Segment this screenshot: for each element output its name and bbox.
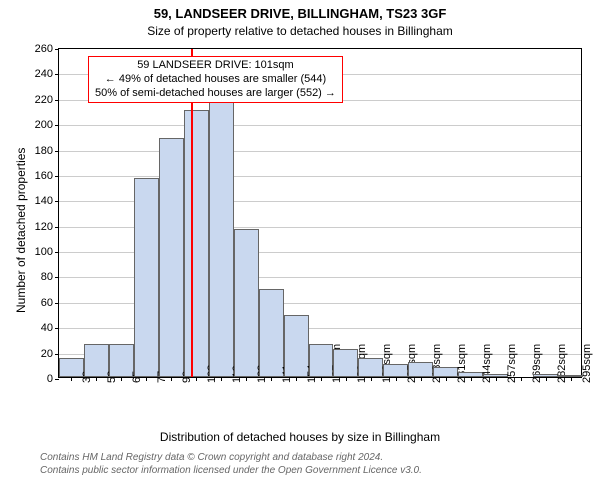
x-tick: [321, 377, 322, 381]
y-tick: [55, 354, 59, 355]
footer-line-1: Contains HM Land Registry data © Crown c…: [40, 452, 422, 465]
histogram-bar: [433, 367, 458, 377]
x-tick: [396, 377, 397, 381]
histogram-bar: [333, 349, 358, 377]
y-tick-label: 260: [35, 43, 53, 55]
y-tick: [55, 74, 59, 75]
footer-attribution: Contains HM Land Registry data © Crown c…: [40, 452, 422, 477]
y-tick-label: 100: [35, 246, 53, 258]
y-tick: [55, 176, 59, 177]
gridline: [59, 151, 581, 152]
x-tick: [121, 377, 122, 381]
histogram-bar: [383, 364, 408, 377]
x-tick: [346, 377, 347, 381]
annotation-line-2: ← 49% of detached houses are smaller (54…: [95, 73, 336, 87]
y-tick-label: 140: [35, 195, 53, 207]
x-tick: [471, 377, 472, 381]
chart-title: 59, LANDSEER DRIVE, BILLINGHAM, TS23 3GF: [0, 6, 600, 21]
x-tick: [546, 377, 547, 381]
x-tick: [96, 377, 97, 381]
x-tick: [196, 377, 197, 381]
histogram-bar: [358, 358, 383, 377]
histogram-bar: [284, 315, 309, 377]
y-tick-label: 120: [35, 221, 53, 233]
x-tick: [496, 377, 497, 381]
y-tick-label: 0: [47, 373, 53, 385]
x-tick: [146, 377, 147, 381]
y-tick: [55, 328, 59, 329]
x-tick: [271, 377, 272, 381]
y-tick-label: 200: [35, 119, 53, 131]
y-tick-label: 180: [35, 145, 53, 157]
x-tick-label: 269sqm: [531, 344, 543, 383]
x-tick: [421, 377, 422, 381]
x-tick: [171, 377, 172, 381]
histogram-bar: [209, 100, 234, 377]
y-tick-label: 160: [35, 170, 53, 182]
y-tick: [55, 100, 59, 101]
y-tick: [55, 201, 59, 202]
footer-line-2: Contains public sector information licen…: [40, 465, 422, 478]
histogram-bar: [184, 110, 209, 377]
x-tick-label: 282sqm: [556, 344, 568, 383]
histogram-bar: [159, 138, 184, 377]
x-tick-label: 218sqm: [431, 344, 443, 383]
x-tick: [221, 377, 222, 381]
y-tick-label: 20: [41, 348, 53, 360]
x-tick-label: 257sqm: [506, 344, 518, 383]
y-tick-label: 60: [41, 297, 53, 309]
histogram-bar: [134, 178, 159, 377]
annotation-box: 59 LANDSEER DRIVE: 101sqm ← 49% of detac…: [88, 56, 343, 103]
y-tick: [55, 151, 59, 152]
annotation-line-3: 50% of semi-detached houses are larger (…: [95, 87, 336, 101]
histogram-bar: [408, 362, 433, 377]
x-tick: [571, 377, 572, 381]
x-tick: [371, 377, 372, 381]
x-tick-label: 244sqm: [481, 344, 493, 383]
x-tick-label: 231sqm: [456, 344, 468, 383]
y-tick: [55, 125, 59, 126]
x-tick: [521, 377, 522, 381]
x-tick: [446, 377, 447, 381]
y-tick: [55, 252, 59, 253]
y-tick: [55, 227, 59, 228]
y-tick: [55, 49, 59, 50]
y-tick: [55, 303, 59, 304]
y-axis-label: Number of detached properties: [14, 148, 28, 313]
x-tick: [296, 377, 297, 381]
y-tick-label: 40: [41, 322, 53, 334]
y-tick-label: 240: [35, 68, 53, 80]
y-tick-label: 220: [35, 94, 53, 106]
histogram-bar: [259, 289, 284, 377]
y-tick-label: 80: [41, 271, 53, 283]
x-tick: [71, 377, 72, 381]
annotation-line-1: 59 LANDSEER DRIVE: 101sqm: [95, 59, 336, 73]
x-axis-label: Distribution of detached houses by size …: [0, 430, 600, 444]
x-tick: [246, 377, 247, 381]
y-tick: [55, 379, 59, 380]
histogram-bar: [309, 344, 334, 377]
gridline: [59, 125, 581, 126]
histogram-bar: [234, 229, 259, 378]
x-tick-label: 295sqm: [581, 344, 593, 383]
chart-subtitle: Size of property relative to detached ho…: [0, 24, 600, 38]
y-tick: [55, 277, 59, 278]
